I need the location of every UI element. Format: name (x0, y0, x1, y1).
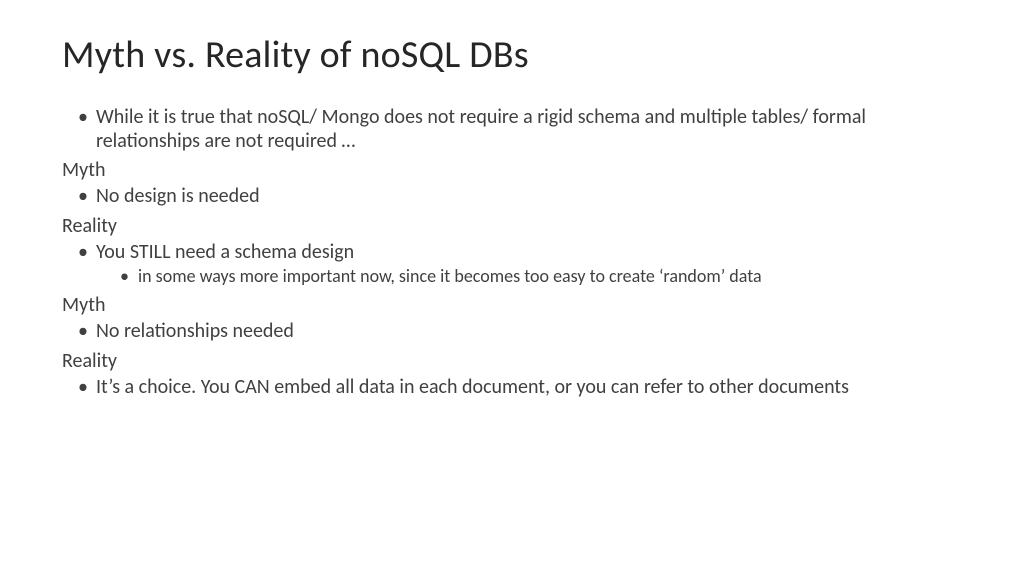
slide-title: Myth vs. Reality of noSQL DBs (62, 32, 962, 78)
bullet-dot-icon: • (78, 320, 96, 344)
bullet-myth-2: • No relationships needed (62, 320, 962, 344)
bullet-reality-2: • It’s a choice. You CAN embed all data … (62, 376, 962, 400)
slide-body: • While it is true that noSQL/ Mongo doe… (62, 106, 962, 399)
bullet-text: No design is needed (96, 185, 962, 209)
bullet-dot-icon: • (78, 185, 96, 209)
bullet-reality-1: • You STILL need a schema design (62, 241, 962, 265)
bullet-text: No relationships needed (96, 320, 962, 344)
sub-bullet-reality-1: • in some ways more important now, since… (62, 266, 962, 288)
bullet-text: It’s a choice. You CAN embed all data in… (96, 376, 962, 400)
myth-label-2: Myth (62, 292, 962, 318)
bullet-myth-1: • No design is needed (62, 185, 962, 209)
reality-label-2: Reality (62, 348, 962, 374)
bullet-text: While it is true that noSQL/ Mongo does … (96, 106, 962, 153)
bullet-dot-icon: • (78, 376, 96, 400)
bullet-text: You STILL need a schema design (96, 241, 962, 265)
bullet-text: in some ways more important now, since i… (138, 266, 962, 288)
myth-label-1: Myth (62, 157, 962, 183)
bullet-intro: • While it is true that noSQL/ Mongo doe… (62, 106, 962, 153)
bullet-dot-icon: • (78, 241, 96, 265)
bullet-dot-icon: • (120, 266, 138, 288)
bullet-dot-icon: • (78, 106, 96, 153)
reality-label-1: Reality (62, 213, 962, 239)
slide: Myth vs. Reality of noSQL DBs • While it… (0, 0, 1024, 576)
